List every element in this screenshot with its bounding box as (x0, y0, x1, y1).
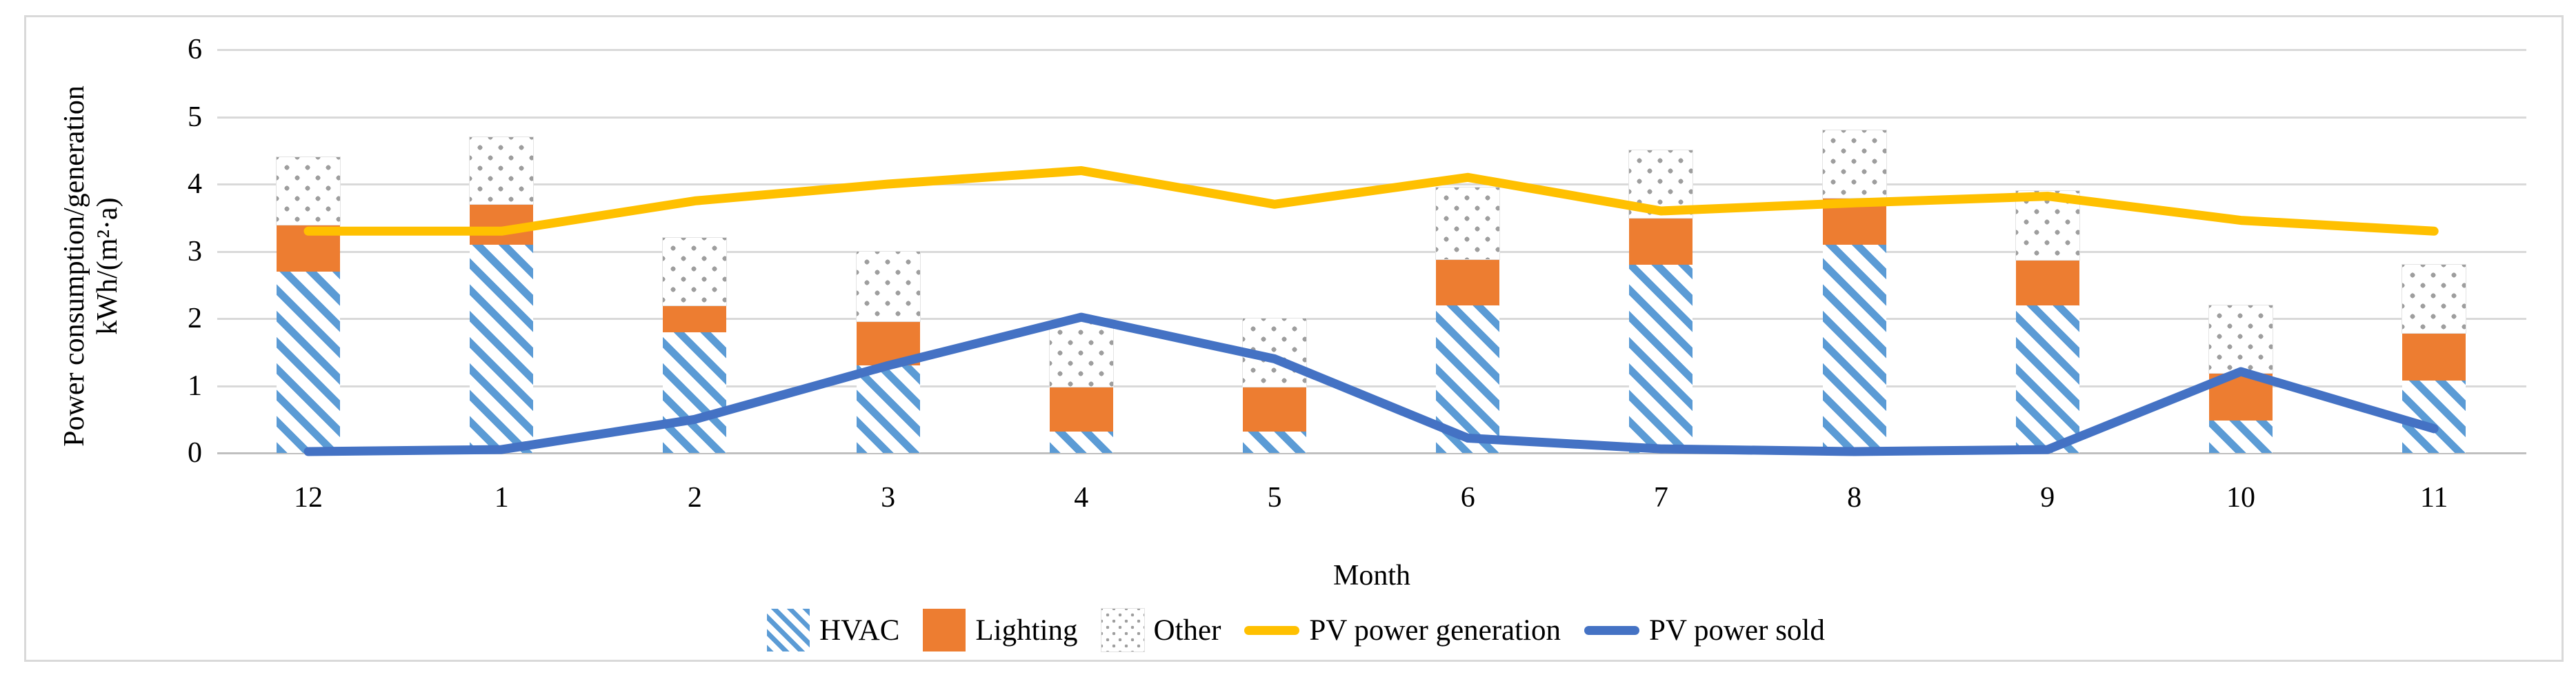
legend-label-hvac: HVAC (819, 614, 900, 647)
stacked-bar-month-11 (2402, 50, 2467, 453)
y-axis-title-line1: Power consumption/generation (59, 85, 91, 447)
x-tick-label-12: 12 (294, 482, 323, 514)
bar-segment-lighting-month-4 (1049, 387, 1113, 432)
bar-segment-lighting-month-2 (663, 305, 727, 332)
bar-segment-other-month-3 (855, 250, 921, 322)
y-tick-label-6: 6 (188, 34, 202, 65)
bar-segment-hvac-month-11 (2402, 380, 2466, 453)
bar-segment-hvac-month-4 (1049, 431, 1113, 453)
line-series-layer (303, 166, 2439, 456)
pv-power-sold-line (303, 312, 2439, 456)
legend-item-hvac: HVAC (767, 609, 899, 651)
stacked-bar-month-10 (2208, 50, 2273, 453)
bar-segment-hvac-month-3 (856, 365, 920, 453)
legend-label-pv-power-sold: PV power sold (1649, 614, 1825, 647)
bar-segment-lighting-month-11 (2402, 333, 2466, 381)
legend-item-pv-power-sold: PV power sold (1584, 614, 1825, 647)
gridline-y-3 (217, 250, 2526, 253)
x-tick-label-4: 4 (1074, 482, 1089, 514)
legend-label-lighting: Lighting (975, 614, 1078, 647)
chart-frame: Power consumption/generation kWh/(m²·a) … (24, 15, 2564, 662)
bar-segment-other-month-4 (1048, 321, 1114, 388)
bar-segment-hvac-month-2 (663, 332, 727, 453)
x-tick-label-3: 3 (881, 482, 896, 514)
y-tick-label-1: 1 (188, 370, 202, 402)
bar-segment-other-month-6 (1435, 186, 1501, 261)
stacked-bar-month-2 (662, 50, 728, 453)
gridline-y-6 (217, 49, 2526, 51)
bar-segment-lighting-month-6 (1436, 259, 1500, 305)
y-tick-label-0: 0 (188, 437, 202, 469)
bar-segment-other-month-8 (1821, 130, 1887, 199)
x-tick-label-9: 9 (2040, 482, 2055, 514)
stacked-bar-month-1 (469, 50, 535, 453)
x-tick-label-1: 1 (494, 482, 509, 514)
gridline-y-2 (217, 318, 2526, 320)
bar-segment-other-month-12 (276, 156, 341, 225)
x-tick-label-10: 10 (2226, 482, 2255, 514)
y-axis-title: Power consumption/generation kWh/(m²·a) (59, 85, 125, 447)
bar-segment-other-month-2 (662, 237, 728, 306)
x-axis-title: Month (1332, 560, 1410, 592)
bar-segment-lighting-month-7 (1629, 217, 1693, 265)
bar-segment-hvac-month-1 (470, 244, 534, 453)
bar-segment-hvac-month-7 (1629, 265, 1693, 453)
gridline-y-4 (217, 183, 2526, 185)
x-tick-label-7: 7 (1653, 482, 1668, 514)
y-tick-label-2: 2 (188, 303, 202, 334)
x-tick-label-6: 6 (1460, 482, 1475, 514)
bar-segment-hvac-month-10 (2209, 421, 2273, 453)
bar-segment-lighting-month-5 (1243, 387, 1306, 432)
y-tick-label-3: 3 (188, 235, 202, 267)
y-tick-label-5: 5 (188, 101, 202, 133)
x-tick-label-2: 2 (687, 482, 702, 514)
plot-area (217, 49, 2526, 456)
bar-segment-other-month-10 (2208, 304, 2273, 374)
pv-power-generation-line (303, 166, 2439, 236)
bar-segment-other-month-11 (2402, 264, 2467, 334)
bar-segment-hvac-month-9 (2015, 305, 2079, 453)
bar-segment-hvac-month-8 (1822, 244, 1886, 453)
legend-label-other: Other (1153, 614, 1221, 647)
gridline-y-5 (217, 116, 2526, 119)
chart-legend: HVAC Lighting Other PV power generation PV p… (26, 608, 2566, 652)
legend-item-pv-power-generation: PV power generation (1244, 614, 1561, 647)
gridline-y-1 (217, 385, 2526, 387)
legend-swatch-pv-power-sold-icon (1584, 625, 1640, 635)
stacked-bar-month-8 (1821, 50, 1887, 453)
y-axis-title-line2: kWh/(m²·a) (92, 197, 123, 335)
stacked-bar-month-12 (276, 50, 341, 453)
bar-segment-hvac-month-12 (277, 271, 340, 453)
legend-item-other: Other (1100, 608, 1221, 652)
legend-swatch-pv-power-generation-icon (1244, 625, 1300, 635)
legend-label-pv-power-generation: PV power generation (1309, 614, 1561, 647)
y-tick-label-4: 4 (188, 168, 202, 200)
bar-segment-other-month-1 (469, 136, 535, 205)
x-tick-label-11: 11 (2419, 482, 2448, 514)
legend-swatch-other-icon (1100, 608, 1145, 652)
gridline-y-0 (217, 452, 2526, 454)
bar-segment-hvac-month-5 (1243, 431, 1306, 453)
x-tick-label-5: 5 (1267, 482, 1282, 514)
legend-swatch-lighting-icon (923, 609, 966, 651)
legend-item-lighting: Lighting (923, 609, 1078, 651)
legend-swatch-hvac-icon (767, 609, 810, 651)
bar-segment-lighting-month-9 (2015, 260, 2079, 305)
stacked-bar-month-4 (1048, 50, 1114, 453)
x-tick-label-8: 8 (1847, 482, 1862, 514)
